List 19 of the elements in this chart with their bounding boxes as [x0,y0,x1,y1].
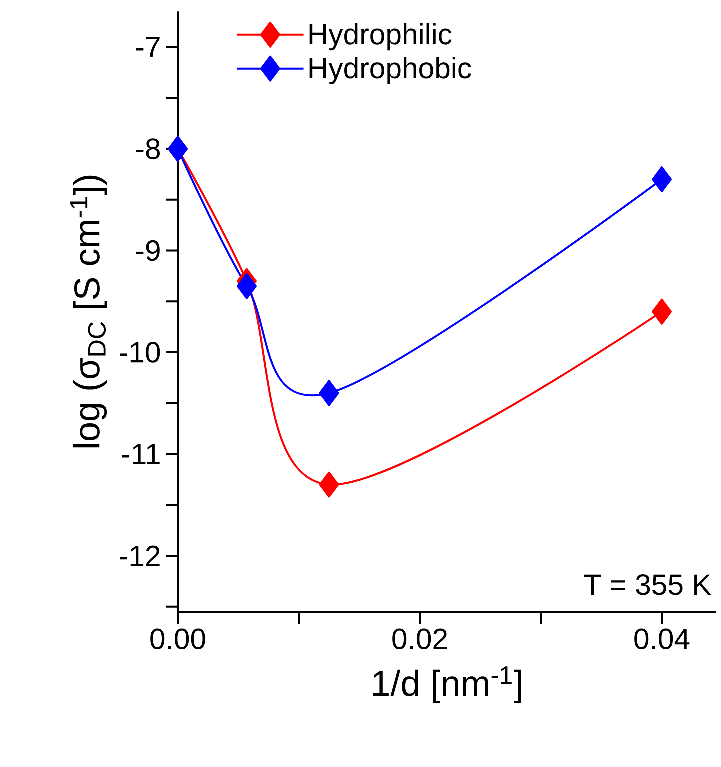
y-tick-label: -8 [136,138,160,160]
x-axis-title: 1/d [nm$^{-1}$] [373,666,522,704]
legend-label: Hydrophobic [310,57,472,85]
y-tick-label: -11 [122,444,160,464]
x-tick-label: 0.02 [392,628,448,650]
x-tick-label: 0.00 [150,628,206,650]
point [319,380,340,406]
point [236,273,257,300]
legend-label: Hydrophilic [310,23,452,51]
x-tick-label: 0.04 [634,628,690,650]
point [319,472,340,498]
y-tick-label: -10 [120,342,160,363]
y-tick-label: -7 [136,37,160,58]
point [652,166,672,193]
point [652,298,672,325]
annotation: T = 355 K [584,574,712,596]
y-tick-label: -12 [120,546,160,566]
y-axis-title: log (σ$_{DC}$ [S cm$^{-1}$]) [70,176,108,448]
y-tick-label: -9 [136,240,160,262]
